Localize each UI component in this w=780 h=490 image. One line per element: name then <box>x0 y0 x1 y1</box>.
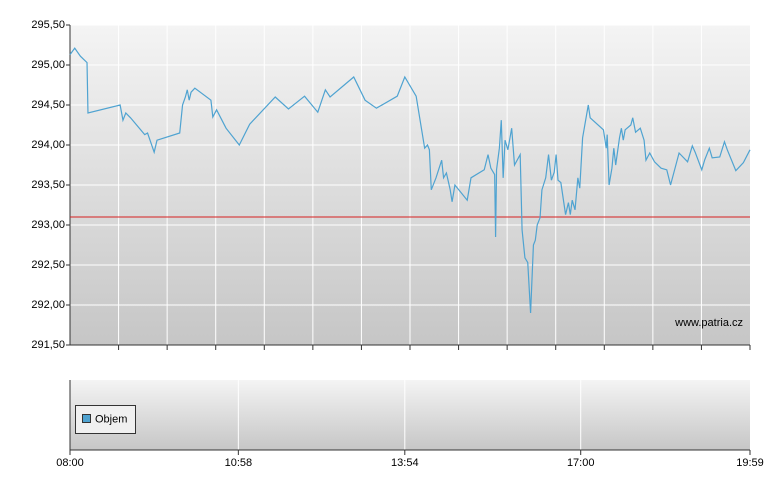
y-tick-label: 295,00 <box>31 59 65 71</box>
y-tick-label: 294,50 <box>31 99 65 111</box>
y-tick-label: 293,50 <box>31 179 65 191</box>
y-tick-label: 293,00 <box>31 219 65 231</box>
watermark: www.patria.cz <box>674 317 743 329</box>
volume-area <box>70 380 750 450</box>
y-tick-label: 291,50 <box>31 339 65 351</box>
legend-swatch <box>82 414 91 423</box>
x-tick-label: 17:00 <box>567 457 595 469</box>
x-tick-label: 19:59 <box>736 457 764 469</box>
y-tick-label: 292,00 <box>31 299 65 311</box>
x-tick-label: 13:54 <box>391 457 419 469</box>
price-line <box>69 47 751 314</box>
y-tick-label: 294,00 <box>31 139 65 151</box>
y-tick-label: 295,50 <box>31 19 65 31</box>
legend-label: Objem <box>95 413 127 425</box>
x-tick-label: 10:58 <box>225 457 253 469</box>
x-tick-label: 08:00 <box>56 457 84 469</box>
y-tick-label: 292,50 <box>31 259 65 271</box>
